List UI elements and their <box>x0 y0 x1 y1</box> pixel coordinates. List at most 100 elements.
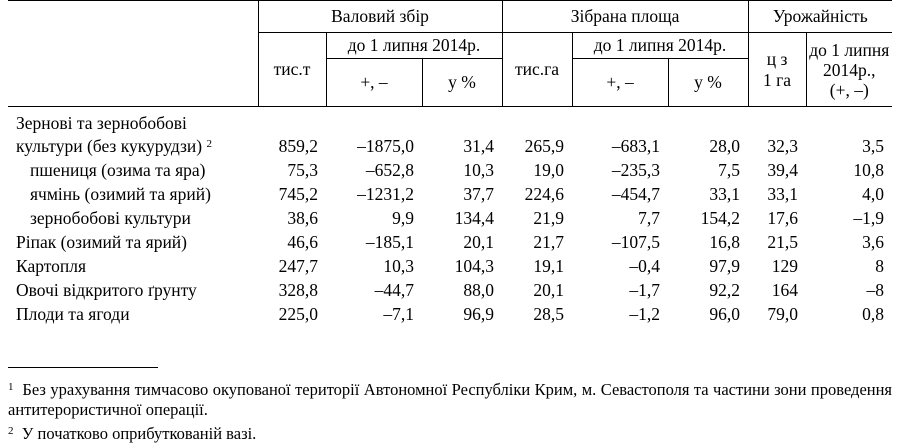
table-cell: –235,3 <box>611 160 661 180</box>
table-cell: –683,1 <box>611 136 661 156</box>
table-cell: –1231,2 <box>357 184 414 204</box>
table-cell: 75,3 <box>287 160 318 180</box>
row-label: Ріпак (озимий та ярий) <box>16 232 188 252</box>
table-cell: –44,7 <box>374 280 414 300</box>
table-cell: 39,4 <box>767 160 799 180</box>
table-cell: –1,9 <box>853 208 885 228</box>
row-label: культури (без кукурудзи) 2 <box>8 135 258 159</box>
table-cell: –107,5 <box>611 232 661 252</box>
table-cell: –454,7 <box>611 184 661 204</box>
centners-per-ha-header: ц з 1 га <box>747 32 807 107</box>
table-cell: 10,3 <box>383 256 414 276</box>
table-row: Зернові та зернобобові <box>8 113 892 135</box>
table-cell: 38,6 <box>287 208 318 228</box>
yield-header: Урожайність <box>747 0 893 33</box>
table-cell: 33,1 <box>709 184 741 204</box>
yield-comparison-header: до 1 липня 2014р., (+, –) <box>805 32 893 107</box>
centners-line-1: ц з <box>766 48 788 69</box>
table-cell: 745,2 <box>278 184 318 204</box>
yield-cmp-line-2: 2014р., <box>823 59 876 80</box>
footnote-1: 1 Без урахування тимчасово окупованої те… <box>8 380 892 420</box>
table-cell: 46,6 <box>287 232 318 252</box>
table-cell: 134,4 <box>454 208 495 228</box>
harvested-area-header: Зібрана площа <box>501 0 749 33</box>
table-cell: 97,9 <box>709 256 741 276</box>
table-cell: 247,7 <box>278 256 318 276</box>
table-cell: 96,0 <box>709 304 741 324</box>
table-cell: 37,7 <box>463 184 495 204</box>
table-cell: 104,3 <box>454 256 495 276</box>
gross-harvest-header: Валовий збір <box>257 0 503 33</box>
table-cell: 20,1 <box>533 280 565 300</box>
table-cell: 225,0 <box>278 304 318 324</box>
table-cell: 129 <box>771 256 799 276</box>
table-cell: 224,6 <box>524 184 565 204</box>
centners-line-2: 1 га <box>762 69 792 90</box>
header-row-2: тис.т до 1 липня 2014р. тис.га до 1 липн… <box>8 32 893 107</box>
table-row: зернобобові культури 38,6 9,9 134,4 21,9… <box>8 207 892 231</box>
header-row-3: +, – у % +, – у % <box>8 58 892 107</box>
table-cell: 28,0 <box>709 136 741 156</box>
thous-ha-header: тис.га <box>501 32 573 107</box>
table-cell: 265,9 <box>524 136 565 156</box>
table-row: Плоди та ягоди 225,0 –7,1 96,9 28,5 –1,2… <box>8 303 892 327</box>
table-row: Овочі відкритого ґрунту 328,8 –44,7 88,0… <box>8 279 892 303</box>
harvest-date-header: до 1 липня 2014р. <box>325 32 503 59</box>
table-cell: 859,2 <box>278 136 318 156</box>
row-label: Плоди та ягоди <box>16 304 130 324</box>
statistics-table-container: Валовий збір Зібрана площа Урожайність т… <box>8 0 893 327</box>
yield-cmp-line-1: до 1 липня <box>809 39 890 60</box>
footnote-text: Без урахування тимчасово окупованої тери… <box>8 380 893 419</box>
table-cell: 8 <box>875 256 885 276</box>
table-cell: 21,9 <box>533 208 565 228</box>
table-cell: –0,4 <box>629 256 661 276</box>
table-cell: 96,9 <box>463 304 495 324</box>
footnote-2: 2 У початково оприбуткованій вазі. <box>8 424 892 444</box>
row-label: Овочі відкритого ґрунту <box>16 280 197 300</box>
footnote-divider <box>8 367 158 368</box>
footnote-text: У початково оприбуткованій вазі. <box>21 424 257 443</box>
footnote-mark: 1 <box>8 381 14 393</box>
table-cell: 3,5 <box>862 136 885 156</box>
table-cell: 19,0 <box>533 160 565 180</box>
area-date-header: до 1 липня 2014р. <box>571 32 749 59</box>
row-label: пшениця (озима та яра) <box>30 160 206 180</box>
table-cell: 4,0 <box>862 184 885 204</box>
table-cell: –652,8 <box>365 160 414 180</box>
table-cell: 20,1 <box>463 232 495 252</box>
footnote-mark: 2 <box>206 138 212 150</box>
table-cell: 328,8 <box>278 280 318 300</box>
harvest-percent-header: у % <box>421 58 503 107</box>
row-label: зернобобові культури <box>30 208 191 228</box>
table-cell: –185,1 <box>365 232 414 252</box>
table-row: культури (без кукурудзи) 2 859,2 –1875,0… <box>8 135 892 159</box>
table-cell: 10,8 <box>853 160 885 180</box>
table-cell: –1,7 <box>629 280 661 300</box>
table-cell: 16,8 <box>709 232 741 252</box>
table-cell: 3,6 <box>862 232 885 252</box>
area-percent-header: у % <box>667 58 749 107</box>
header-row-1: Валовий збір Зібрана площа Урожайність <box>8 0 893 107</box>
yield-cmp-line-3: (+, –) <box>829 79 869 100</box>
footnote-mark: 2 <box>8 425 14 437</box>
table-cell: 28,5 <box>533 304 565 324</box>
harvest-statistics-table: Валовий збір Зібрана площа Урожайність т… <box>8 0 893 327</box>
table-cell: 31,4 <box>463 136 495 156</box>
table-cell: –1875,0 <box>357 136 414 156</box>
thous-t-header: тис.т <box>257 32 326 107</box>
table-cell: 9,9 <box>392 208 414 228</box>
table-row: пшениця (озима та яра) 75,3 –652,8 10,3 … <box>8 159 892 183</box>
header-corner <box>8 0 258 107</box>
table-cell: 164 <box>771 280 799 300</box>
row-label: ячмінь (озимий та ярий) <box>30 184 211 204</box>
table-cell: 21,5 <box>767 232 799 252</box>
area-change-header: +, – <box>571 58 669 107</box>
table-cell: 33,1 <box>767 184 799 204</box>
table-cell: –8 <box>866 280 885 300</box>
table-cell: 32,3 <box>767 136 799 156</box>
table-cell: 7,5 <box>718 160 741 180</box>
row-label: Картопля <box>16 256 87 276</box>
table-cell: 21,7 <box>533 232 565 252</box>
table-cell: 17,6 <box>767 208 799 228</box>
table-row: Картопля 247,7 10,3 104,3 19,1 –0,4 97,9… <box>8 255 892 279</box>
